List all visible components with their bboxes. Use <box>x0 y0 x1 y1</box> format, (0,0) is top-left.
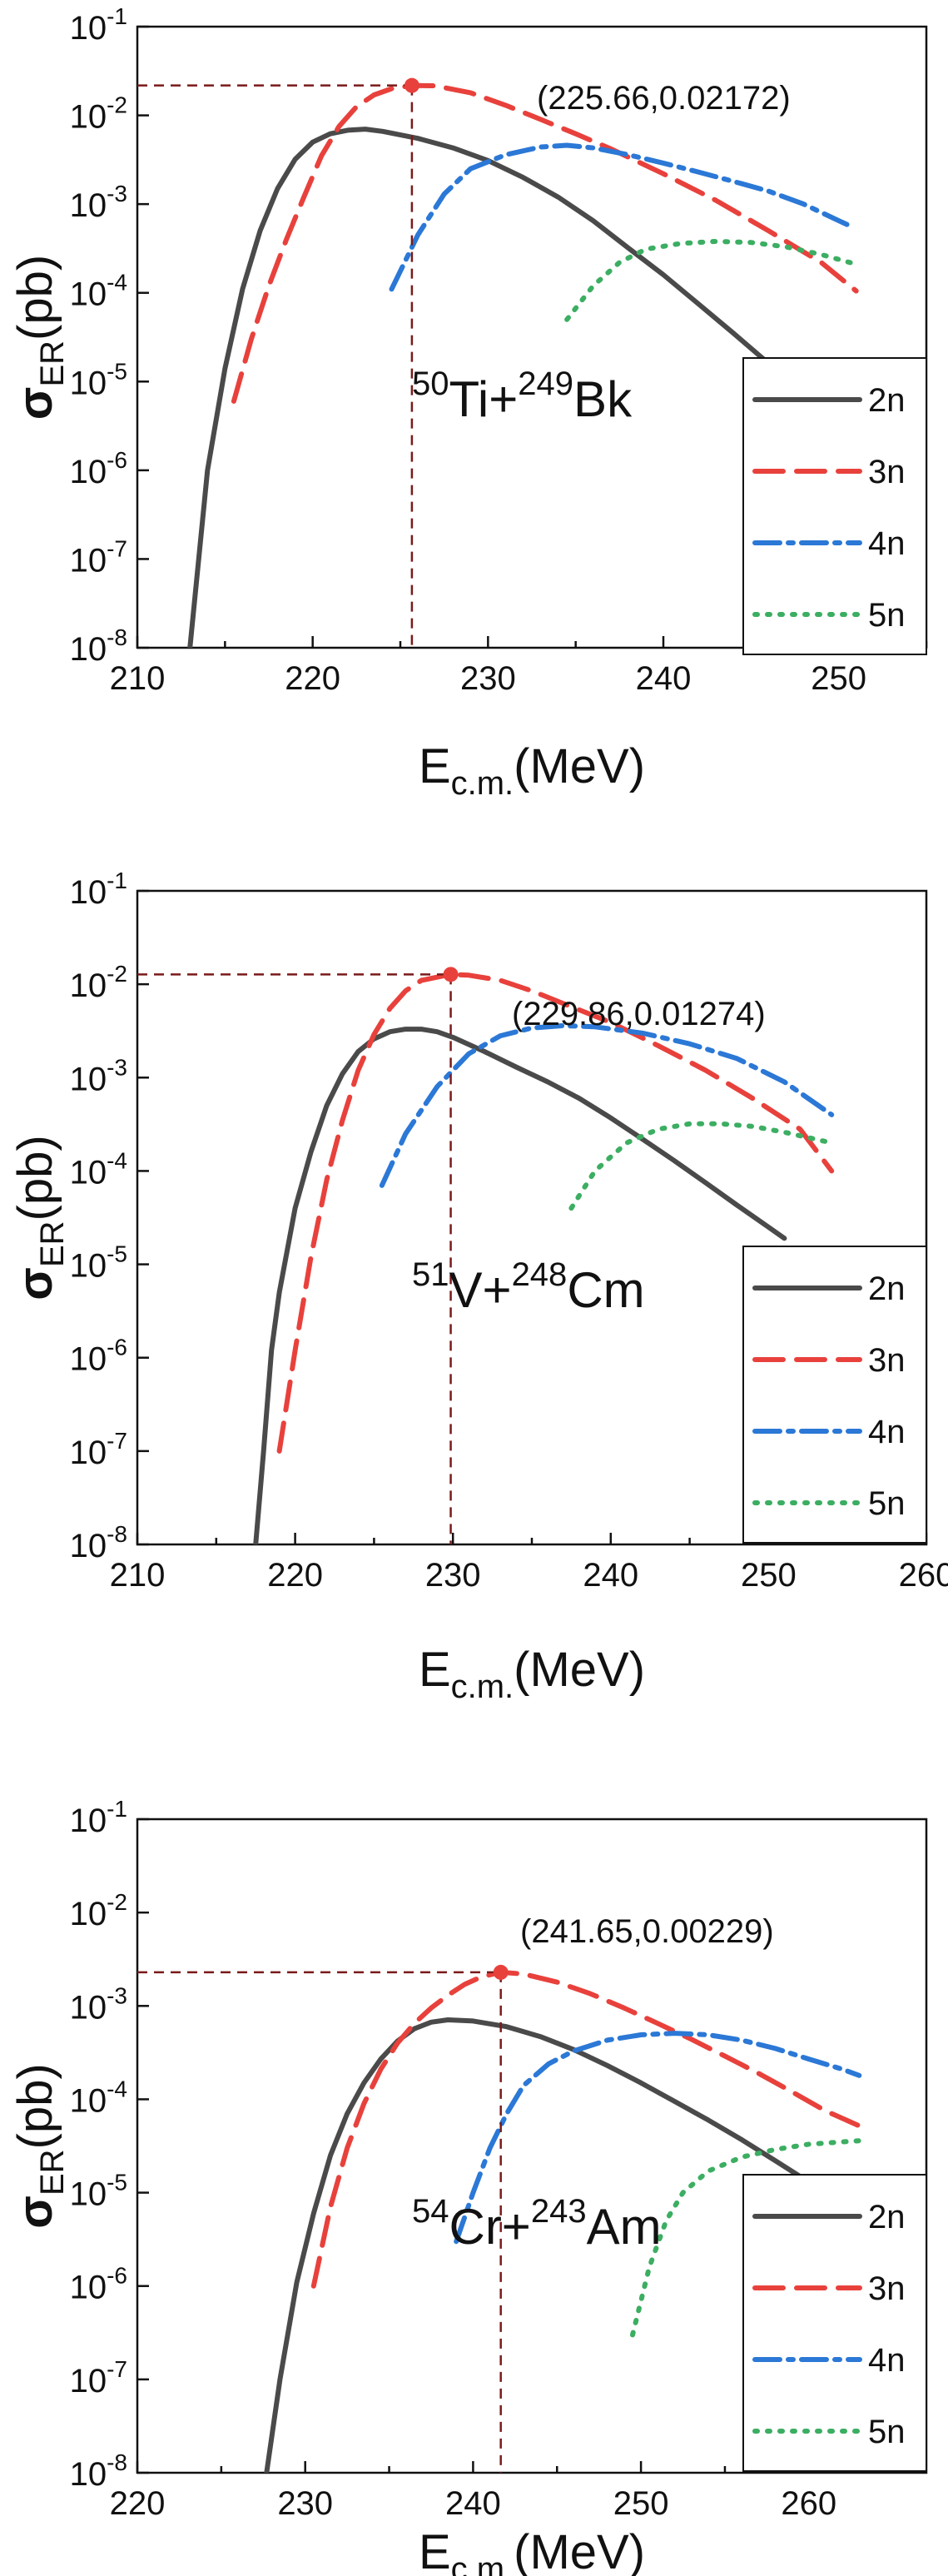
x-tick-label: 210 <box>110 660 166 697</box>
legend-box <box>742 1246 927 1544</box>
series-line-3n <box>231 82 859 404</box>
legend-label: 5n <box>868 1485 906 1522</box>
y-tick-label: 10-3 <box>70 1982 127 2026</box>
legend-label: 5n <box>868 2414 906 2450</box>
y-axis-label: σER(pb) <box>8 1135 71 1300</box>
series-line-2n <box>253 1027 787 1544</box>
series-group <box>253 972 835 1544</box>
x-tick-label: 240 <box>445 2485 501 2522</box>
x-tick-label: 260 <box>899 1557 948 1594</box>
y-tick-label: 10-7 <box>70 2356 127 2399</box>
chart-panel-2: 10-8 10-7 10-6 10-5 10-4 10-3 10-2 10-1 210 220 23… <box>8 868 948 1705</box>
y-axis-label: σER(pb) <box>8 2063 71 2228</box>
x-tick-label: 260 <box>781 2485 836 2522</box>
series-line-4n <box>379 1022 835 1188</box>
x-axis-label: Ec.m.(MeV) <box>419 739 645 802</box>
peak-label: (229.86,0.01274) <box>512 996 766 1032</box>
legend: 2n 3n 4n 5n <box>742 357 927 655</box>
x-tick-label: 220 <box>285 660 340 697</box>
y-tick-label: 10-1 <box>70 1796 127 1839</box>
plot-frame <box>136 25 928 649</box>
series-line-5n <box>564 238 859 322</box>
peak-marker <box>493 1964 509 1980</box>
x-axis-label: Ec.m.(MeV) <box>419 1643 645 1705</box>
peak-marker <box>443 967 459 982</box>
legend-label: 5n <box>868 597 906 634</box>
legend-label: 3n <box>868 454 906 490</box>
y-tick-label: 10-2 <box>70 961 127 1004</box>
y-tick-label: 10-3 <box>70 181 127 224</box>
series-line-3n <box>276 972 835 1454</box>
legend-label: 4n <box>868 1414 906 1450</box>
x-tick-label: 220 <box>110 2485 166 2522</box>
x-tick-label: 240 <box>583 1557 638 1594</box>
x-tick-label: 250 <box>741 1557 797 1594</box>
x-tick-label: 230 <box>425 1557 481 1594</box>
y-tick-label: 10-1 <box>70 868 127 911</box>
series-line-4n <box>454 2031 862 2245</box>
y-tick-label: 10-2 <box>70 92 127 136</box>
y-tick-label: 10-4 <box>70 270 127 313</box>
x-tick-label: 250 <box>811 660 866 697</box>
legend-label: 2n <box>868 2199 906 2235</box>
series-group <box>187 82 859 648</box>
y-tick-label: 10-5 <box>70 2170 127 2213</box>
series-line-5n <box>630 2138 862 2338</box>
legend-box <box>742 357 927 655</box>
legend-label: 3n <box>868 2270 906 2307</box>
legend-label: 4n <box>868 2342 906 2379</box>
y-tick-label: 10-4 <box>70 2076 127 2119</box>
legend: 2n 3n 4n 5n <box>742 2174 927 2472</box>
reaction-label: 50Ti+249Bk <box>412 366 633 427</box>
x-tick-label: 240 <box>636 660 692 697</box>
y-tick-label: 10-6 <box>70 2263 127 2306</box>
chart-panel-3: 10-8 10-7 10-6 10-5 10-4 10-3 10-2 10-1 220 230 24… <box>8 1796 928 2576</box>
x-tick-label: 250 <box>613 2485 669 2522</box>
series-line-3n <box>310 1969 871 2289</box>
x-tick-label: 230 <box>460 660 516 697</box>
y-tick-label: 10-8 <box>70 1521 127 1564</box>
peak-label: (225.66,0.02172) <box>537 80 791 117</box>
y-axis-label: σER(pb) <box>8 255 71 420</box>
y-tick-label: 10-7 <box>70 1428 127 1471</box>
peak-label: (241.65,0.00229) <box>520 1913 774 1950</box>
legend-label: 2n <box>868 382 906 419</box>
series-line-2n <box>264 2017 828 2473</box>
series-group <box>264 1969 871 2473</box>
y-tick-label: 10-1 <box>70 3 127 47</box>
y-tick-label: 10-8 <box>70 2449 127 2493</box>
y-tick-label: 10-5 <box>70 1241 127 1285</box>
y-tick-label: 10-8 <box>70 624 127 668</box>
legend-label: 2n <box>868 1271 906 1307</box>
y-tick-label: 10-7 <box>70 535 127 579</box>
series-line-2n <box>187 127 789 648</box>
legend-label: 3n <box>868 1342 906 1379</box>
x-tick-label: 220 <box>267 1557 323 1594</box>
series-line-4n <box>389 142 856 292</box>
x-tick-label: 210 <box>110 1557 166 1594</box>
plot-frame <box>136 1818 928 2474</box>
legend-box <box>742 2174 927 2472</box>
legend: 2n 3n 4n 5n <box>742 1246 927 1544</box>
y-tick-label: 10-2 <box>70 1889 127 1932</box>
reaction-label: 51V+248Cm <box>412 1256 645 1318</box>
y-tick-label: 10-6 <box>70 447 127 490</box>
reaction-label: 54Cr+243Am <box>412 2193 662 2255</box>
y-tick-label: 10-4 <box>70 1147 127 1191</box>
x-tick-label: 230 <box>277 2485 333 2522</box>
chart-panel-1: 10-8 10-7 10-6 10-5 10-4 10-3 10-2 10-1 210 220 23… <box>8 3 928 802</box>
y-tick-label: 10-3 <box>70 1054 127 1097</box>
series-line-5n <box>568 1121 835 1211</box>
y-tick-label: 10-5 <box>70 358 127 401</box>
peak-marker <box>404 77 419 93</box>
legend-label: 4n <box>868 525 906 562</box>
y-tick-label: 10-6 <box>70 1335 127 1378</box>
x-axis-label: Ec.m.(MeV) <box>419 2525 645 2576</box>
